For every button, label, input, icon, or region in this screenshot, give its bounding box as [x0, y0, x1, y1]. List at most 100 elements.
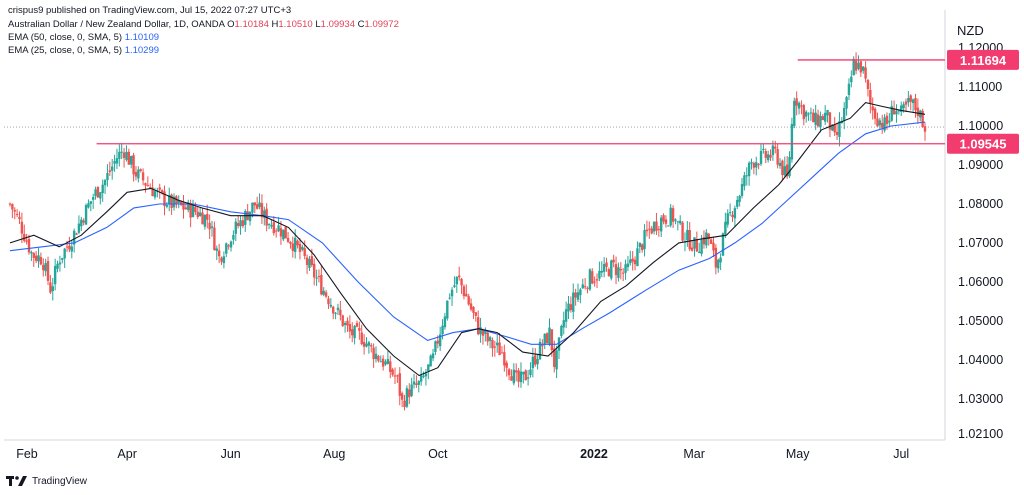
candle-body — [469, 303, 473, 310]
candle-body — [141, 172, 145, 181]
candle-body — [391, 369, 394, 375]
candle-body — [923, 126, 927, 132]
candle-body — [681, 222, 684, 241]
candle-body — [18, 216, 21, 220]
candle-body — [814, 112, 817, 125]
candle-body — [457, 275, 461, 278]
candle-body — [203, 215, 207, 227]
candle-body — [736, 199, 739, 207]
candle-body — [619, 269, 622, 271]
candle-body — [341, 315, 344, 326]
y-tick-label: 1.11000 — [958, 80, 1002, 94]
candle-body — [339, 309, 342, 316]
candle-body — [842, 108, 846, 121]
candle-body — [588, 269, 592, 290]
candle-body — [284, 226, 287, 239]
candle-body — [526, 377, 530, 379]
candle-body — [68, 245, 71, 250]
candle-body — [686, 229, 689, 241]
candle-body — [322, 290, 325, 295]
price-badge — [947, 49, 1019, 70]
candle-body — [797, 102, 801, 109]
footer-branding[interactable]: TradingView — [6, 475, 87, 487]
candle-body — [881, 122, 884, 128]
candle-body — [317, 276, 321, 278]
candle-body — [500, 352, 504, 354]
candle-body — [831, 124, 834, 131]
candle-body — [72, 230, 76, 245]
candle-body — [640, 244, 644, 251]
candle-body — [591, 271, 594, 284]
candle-body — [393, 375, 397, 377]
candle-body — [360, 332, 363, 345]
candle-body — [812, 112, 815, 123]
ema25-legend[interactable]: EMA (25, close, 0, SMA, 5) 1.10299 — [8, 45, 159, 56]
candle-body — [776, 148, 779, 165]
candle-body — [671, 208, 675, 222]
candle-body — [130, 156, 133, 165]
candle-body — [759, 150, 763, 164]
candle-body — [108, 170, 112, 172]
candle-body — [303, 248, 306, 257]
candle-body — [747, 162, 751, 177]
candle-body — [491, 340, 494, 349]
candle-body — [94, 189, 97, 197]
candle-body — [757, 164, 760, 166]
candle-body — [343, 322, 347, 326]
candle-body — [305, 257, 309, 265]
y-tick-label: 1.12000 — [958, 41, 1003, 55]
candle-body — [182, 202, 185, 210]
candle-body — [156, 190, 159, 192]
candle-body — [505, 362, 508, 368]
candle-body — [693, 237, 696, 249]
price-badge-label: 1.09545 — [960, 137, 1007, 152]
candle-body — [866, 80, 870, 90]
candle-body — [845, 97, 848, 109]
candle-body — [624, 264, 627, 273]
ema50-legend[interactable]: EMA (50, close, 0, SMA, 5) 1.10109 — [8, 32, 159, 43]
candle-body — [248, 211, 252, 222]
candle-body — [158, 187, 161, 190]
candle-body — [110, 166, 114, 171]
x-tick-label: Aug — [323, 447, 345, 461]
candle-body — [545, 333, 549, 344]
candle-body — [353, 325, 356, 339]
candle-body — [598, 270, 601, 279]
candle-body — [717, 259, 720, 269]
candle-body — [362, 342, 366, 347]
candle-body — [481, 329, 485, 336]
candle-body — [493, 346, 497, 348]
candle-body — [667, 225, 670, 227]
candle-body — [289, 241, 292, 244]
candle-body — [329, 304, 333, 307]
candle-body — [30, 252, 33, 254]
y-tick-label: 1.03000 — [958, 392, 1003, 406]
candle-body — [472, 306, 475, 313]
candle-body — [728, 212, 732, 214]
candle-body — [793, 100, 796, 127]
footer-brand-label: TradingView — [32, 475, 88, 487]
candle-body — [251, 202, 254, 213]
candle-body — [707, 233, 710, 240]
candle-body — [89, 201, 93, 204]
candle-body — [396, 375, 399, 377]
candle-body — [688, 230, 691, 250]
candle-body — [424, 373, 428, 377]
candle-body — [201, 212, 204, 225]
candle-body — [669, 207, 672, 226]
candle-body — [595, 279, 599, 281]
candle-body — [498, 342, 501, 356]
candle-body — [862, 66, 865, 71]
candle-body — [61, 257, 64, 260]
candle-body — [320, 274, 323, 295]
price-badge-label: 1.11694 — [960, 53, 1007, 68]
candle-body — [277, 225, 280, 232]
candle-body — [120, 151, 123, 153]
candle-body — [39, 256, 43, 265]
candle-body — [679, 220, 682, 224]
candle-body — [372, 347, 375, 360]
candle-body — [49, 282, 52, 293]
x-tick-label: Oct — [428, 447, 448, 461]
candle-body — [503, 352, 506, 366]
